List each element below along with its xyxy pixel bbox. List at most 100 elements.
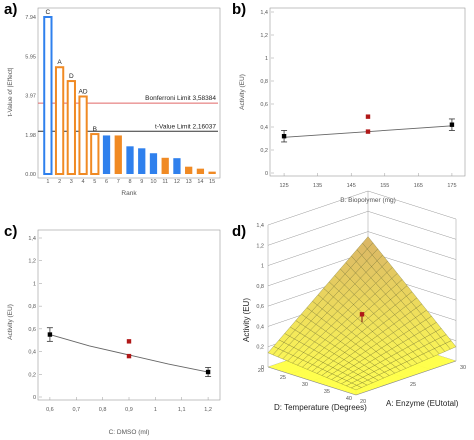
z-tick-label: 1,2 [256, 243, 264, 249]
x-tick-label: 145 [347, 183, 356, 189]
x-tick-label: 5 [93, 179, 96, 185]
panel-a-xticks: 1 2 3 4 5 6 7 8 9 10 11 12 13 14 15 [46, 179, 215, 185]
x-tick-label: 1 [46, 179, 49, 185]
data-point [126, 353, 132, 359]
panel-b-label: b) [232, 1, 246, 18]
panel-b: b) Activity (EU) B: Biopolymer (mg) 00,2… [232, 1, 466, 204]
panel-c: c) Activity (EU) C: DMSO (ml) 0 0,2 0,4 0,6… [4, 223, 221, 436]
x-tick-label: 2 [58, 179, 61, 185]
bar [78, 95, 88, 175]
y-tick-label: 0,2 [28, 372, 36, 378]
x-tick-label: 1,2 [204, 407, 212, 413]
bar [185, 166, 193, 174]
data-point [126, 339, 132, 344]
x-tick-label: 7 [117, 179, 120, 185]
data-point [365, 114, 371, 119]
data-point [365, 129, 371, 134]
z-tick-label: 1 [261, 264, 264, 270]
y-tick-label: 1,4 [260, 10, 268, 16]
panel-b-points [281, 114, 455, 143]
panel-d-label: d) [232, 223, 246, 240]
y-tick-label: 0,4 [260, 125, 268, 131]
panel-d-point [359, 312, 365, 323]
panel-a-limit-lines: Bonferroni Limit 3,58384 t-Value Limit 2,… [38, 95, 218, 132]
bar [196, 168, 205, 174]
x-tick-label: 0,8 [99, 407, 107, 413]
y-tick-label: 0,8 [260, 79, 268, 85]
y-tick-label: 1,2 [260, 33, 268, 39]
x-tick-label: 3 [70, 179, 73, 185]
panel-d-ylabel: D: Temperature (Degrees) [274, 403, 367, 412]
y-tick-label: 0,2 [260, 148, 268, 154]
x-tick-label: 9 [140, 179, 143, 185]
box-edge [267, 366, 357, 396]
x-tick-label: 8 [128, 179, 131, 185]
x-tick-label: 6 [105, 179, 108, 185]
y-tick-label: 0,4 [28, 350, 36, 356]
data-point [449, 122, 455, 127]
x-tick-label: 135 [313, 183, 322, 189]
z-tick-label: 0,2 [256, 345, 264, 351]
bar [149, 153, 158, 174]
panel-a-bars [43, 16, 216, 176]
x-tick-label: 11 [162, 179, 168, 185]
bar [161, 157, 169, 174]
y-tick-label: 35 [324, 389, 330, 395]
bar [54, 66, 65, 175]
y-tick-label: 0,6 [260, 102, 268, 108]
panel-a-label: a) [4, 1, 17, 18]
x-tick-label: 0,6 [46, 407, 54, 413]
surface-cell [362, 236, 374, 250]
bar [208, 171, 216, 174]
y-tick-label: 7.94 [25, 15, 36, 21]
panel-c-frame [37, 229, 221, 401]
y-tick-label: 30 [302, 382, 308, 388]
x-tick-label: 30 [460, 365, 466, 371]
y-tick-label: 40 [346, 396, 352, 402]
bar-label: B [93, 126, 97, 133]
panel-d-xlabel: A: Enzyme (EUtotal) [386, 399, 459, 408]
x-tick-label: 20 [360, 399, 366, 405]
panel-b-ylabel: Activity (EU) [239, 74, 246, 110]
panel-d-ticks: 20 25 30 20 25 30 35 40 [258, 365, 466, 405]
panel-a: a) t-Value of |Effect| Rank 0.00 1.98 3.97… [4, 1, 221, 197]
x-tick-label: 155 [380, 183, 389, 189]
box-edge [355, 360, 457, 396]
y-tick-label: 25 [280, 375, 286, 381]
data-point [281, 134, 287, 139]
panel-a-xlabel: Rank [121, 190, 137, 197]
bar [114, 135, 122, 174]
y-tick-label: 1,2 [28, 259, 36, 265]
bar-label: A [57, 59, 62, 66]
bar [173, 158, 181, 174]
panel-c-axes: 0 0,2 0,4 0,6 0,8 1 1,2 1,4 0,6 0,7 0,8 0,9 1 1,1 1,2 [28, 236, 212, 413]
bar [138, 148, 146, 174]
x-tick-label: 165 [414, 183, 423, 189]
y-tick-label: 0,8 [28, 304, 36, 310]
panel-a-frame [37, 7, 221, 179]
y-tick-label: 0.00 [25, 172, 36, 178]
y-tick-label: 1 [33, 281, 36, 287]
panel-d-surface [267, 236, 457, 391]
panel-b-frame [269, 7, 466, 177]
y-tick-label: 1,4 [28, 236, 36, 242]
y-tick-label: 1.98 [25, 133, 36, 139]
panel-d: d) 0 0,2 0,4 0,6 0,8 1 1,2 1,4 20 25 30 20 25 30 35 40… [232, 190, 466, 412]
x-tick-label: 4 [82, 179, 85, 185]
x-tick-label: 1,1 [178, 407, 186, 413]
z-tick-label: 0,4 [256, 324, 264, 330]
y-tick-label: 0 [33, 395, 36, 401]
bar [66, 80, 76, 175]
y-tick-label: 3.97 [25, 94, 36, 100]
panel-c-label: c) [4, 223, 17, 240]
z-tick-label: 0 [261, 365, 264, 371]
bar [126, 146, 134, 174]
bar-label: C [46, 9, 51, 16]
y-tick-label: 5.95 [25, 54, 36, 60]
y-tick-label: 0 [265, 171, 268, 177]
x-tick-label: 12 [174, 179, 180, 185]
panel-b-axes: 0 0,2 0,4 0,6 0,8 1 1,2 1,4 125 135 145 155 165 175 [260, 10, 456, 189]
x-tick-label: 175 [447, 183, 456, 189]
y-tick-label: 1 [265, 56, 268, 62]
